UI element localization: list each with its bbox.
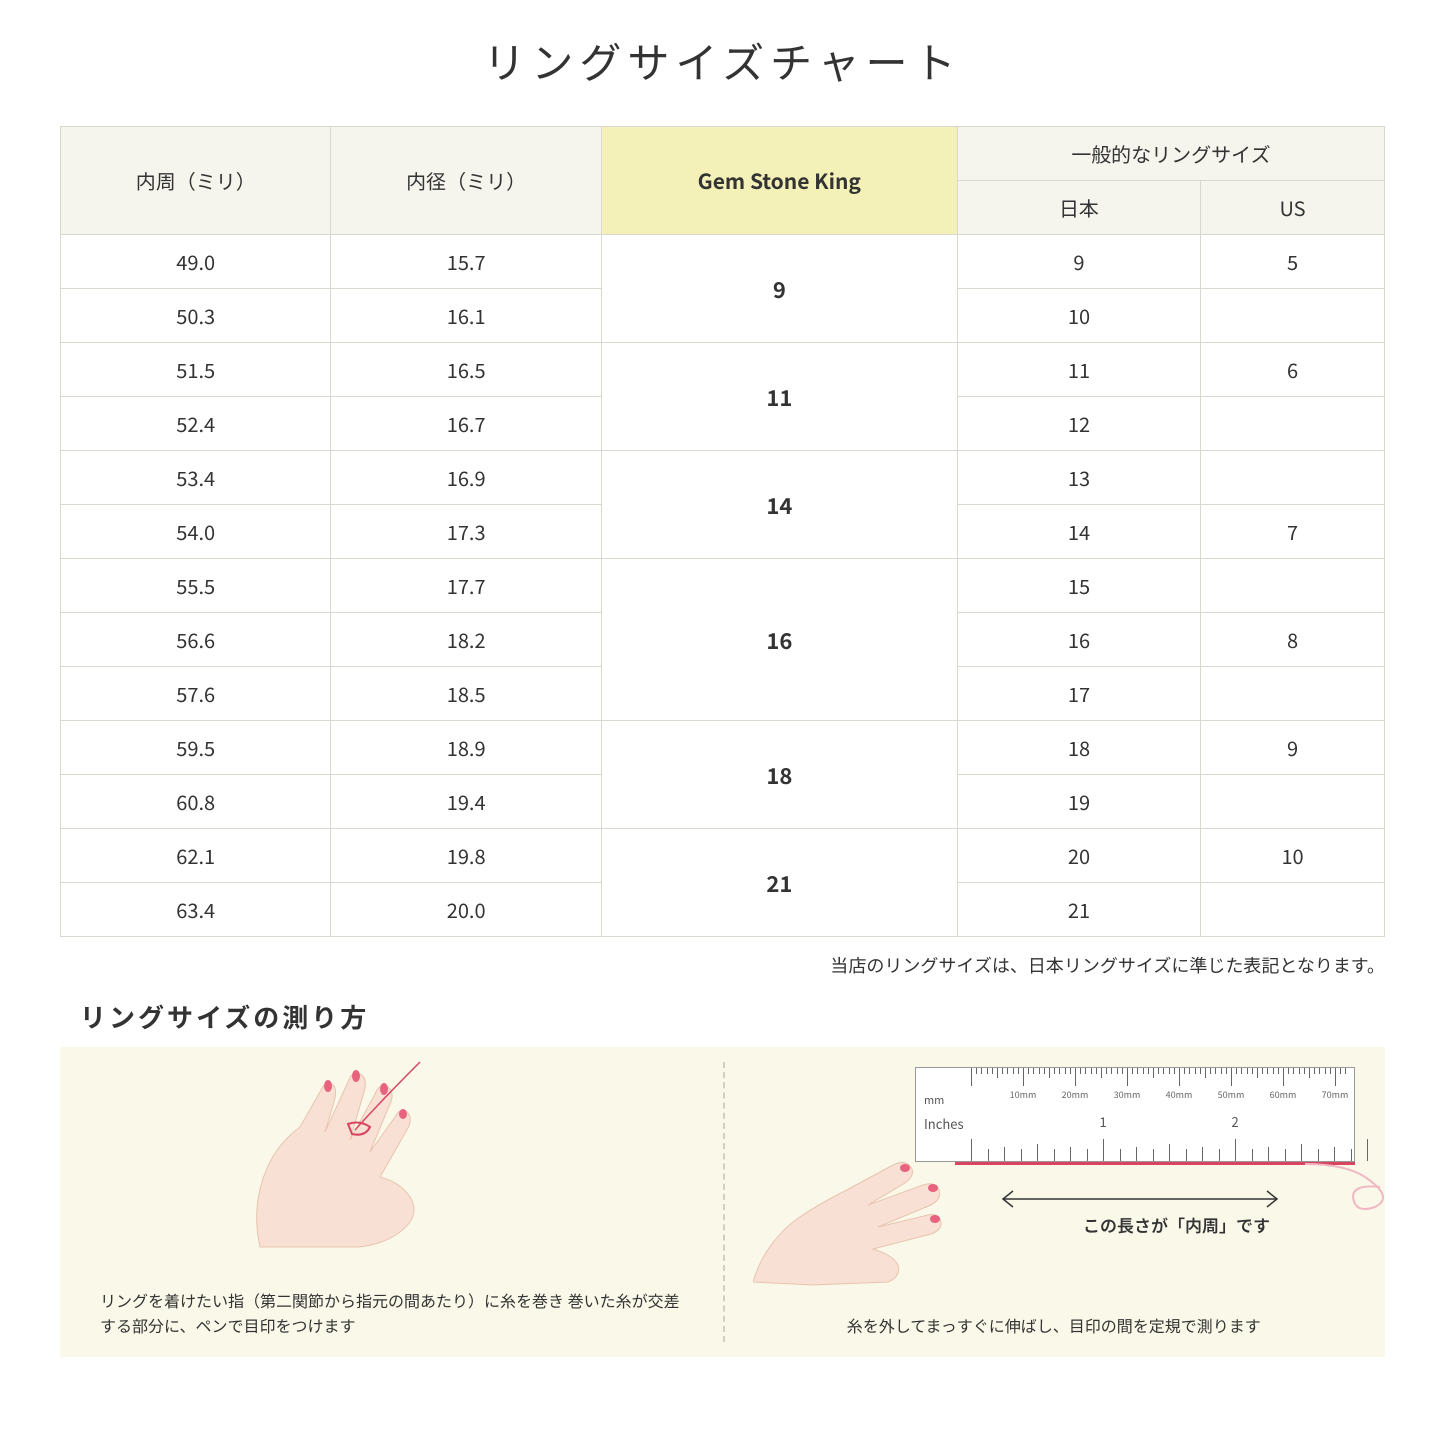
thread-curl: [1305, 1142, 1415, 1222]
col-circumference: 内周（ミリ）: [61, 127, 331, 235]
ruler-illustration: mm Inches 10mm20mm30mm40mm50mm60mm70mm12: [915, 1067, 1355, 1162]
cell-diameter: 17.3: [331, 505, 601, 559]
col-us: US: [1201, 181, 1385, 235]
cell-us: 5: [1201, 235, 1385, 289]
table-body: 49.015.799550.316.11051.516.51111652.416…: [61, 235, 1385, 937]
cell-diameter: 19.4: [331, 775, 601, 829]
cell-us: [1201, 451, 1385, 505]
cell-circumference: 53.4: [61, 451, 331, 505]
table-row: 51.516.511116: [61, 343, 1385, 397]
cell-japan: 16: [957, 613, 1200, 667]
table-row: 55.517.71615: [61, 559, 1385, 613]
cell-japan: 18: [957, 721, 1200, 775]
cell-us: 10: [1201, 829, 1385, 883]
cell-us: [1201, 667, 1385, 721]
ring-size-table: 内周（ミリ） 内径（ミリ） Gem Stone King 一般的なリングサイズ …: [60, 126, 1385, 937]
cell-gsk: 21: [601, 829, 957, 937]
cell-japan: 15: [957, 559, 1200, 613]
col-general: 一般的なリングサイズ: [957, 127, 1384, 181]
arrow-label: この長さが「内周」です: [1083, 1212, 1270, 1237]
instructions-panel: リングを着けたい指（第二関節から指元の間あたり）に糸を巻き 巻いた糸が交差する部…: [60, 1047, 1385, 1357]
cell-japan: 20: [957, 829, 1200, 883]
cell-circumference: 63.4: [61, 883, 331, 937]
hand-measure-illustration: [753, 1137, 973, 1287]
cell-us: [1201, 883, 1385, 937]
table-row: 62.119.8212010: [61, 829, 1385, 883]
cell-us: 8: [1201, 613, 1385, 667]
panel-left: リングを着けたい指（第二関節から指元の間あたり）に糸を巻き 巻いた糸が交差する部…: [60, 1047, 723, 1357]
cell-us: [1201, 775, 1385, 829]
cell-diameter: 18.5: [331, 667, 601, 721]
cell-japan: 13: [957, 451, 1200, 505]
cell-us: 9: [1201, 721, 1385, 775]
cell-gsk: 16: [601, 559, 957, 721]
cell-gsk: 14: [601, 451, 957, 559]
cell-gsk: 18: [601, 721, 957, 829]
cell-japan: 19: [957, 775, 1200, 829]
cell-circumference: 54.0: [61, 505, 331, 559]
cell-circumference: 55.5: [61, 559, 331, 613]
table-row: 49.015.7995: [61, 235, 1385, 289]
instruction-right-text: 糸を外してまっすぐに伸ばし、目印の間を定規で測ります: [763, 1313, 1346, 1339]
table-note: 当店のリングサイズは、日本リングサイズに準じた表記となります。: [60, 952, 1385, 978]
col-gsk: Gem Stone King: [601, 127, 957, 235]
cell-circumference: 59.5: [61, 721, 331, 775]
cell-japan: 14: [957, 505, 1200, 559]
cell-circumference: 60.8: [61, 775, 331, 829]
cell-diameter: 15.7: [331, 235, 601, 289]
cell-japan: 12: [957, 397, 1200, 451]
cell-diameter: 16.1: [331, 289, 601, 343]
cell-japan: 9: [957, 235, 1200, 289]
col-japan: 日本: [957, 181, 1200, 235]
cell-us: 6: [1201, 343, 1385, 397]
measure-arrow: [995, 1187, 1285, 1211]
cell-us: [1201, 289, 1385, 343]
ruler-in-label: Inches: [924, 1114, 964, 1133]
cell-us: [1201, 559, 1385, 613]
cell-us: [1201, 397, 1385, 451]
hand-wrap-illustration: [200, 1052, 480, 1252]
cell-japan: 17: [957, 667, 1200, 721]
page-title: リングサイズチャート: [60, 30, 1385, 91]
cell-circumference: 56.6: [61, 613, 331, 667]
cell-diameter: 16.5: [331, 343, 601, 397]
col-diameter: 内径（ミリ）: [331, 127, 601, 235]
cell-circumference: 50.3: [61, 289, 331, 343]
table-row: 53.416.91413: [61, 451, 1385, 505]
cell-japan: 10: [957, 289, 1200, 343]
cell-diameter: 19.8: [331, 829, 601, 883]
cell-gsk: 11: [601, 343, 957, 451]
table-row: 59.518.918189: [61, 721, 1385, 775]
measure-heading: リングサイズの測り方: [80, 998, 1385, 1035]
cell-circumference: 57.6: [61, 667, 331, 721]
panel-right: mm Inches 10mm20mm30mm40mm50mm60mm70mm12…: [723, 1047, 1386, 1357]
cell-circumference: 51.5: [61, 343, 331, 397]
cell-circumference: 49.0: [61, 235, 331, 289]
ruler-mm-label: mm: [924, 1092, 944, 1108]
thread-line: [955, 1162, 1355, 1165]
cell-japan: 21: [957, 883, 1200, 937]
cell-japan: 11: [957, 343, 1200, 397]
cell-diameter: 18.2: [331, 613, 601, 667]
cell-diameter: 18.9: [331, 721, 601, 775]
cell-gsk: 9: [601, 235, 957, 343]
cell-diameter: 16.9: [331, 451, 601, 505]
cell-circumference: 52.4: [61, 397, 331, 451]
cell-us: 7: [1201, 505, 1385, 559]
cell-circumference: 62.1: [61, 829, 331, 883]
cell-diameter: 20.0: [331, 883, 601, 937]
cell-diameter: 16.7: [331, 397, 601, 451]
cell-diameter: 17.7: [331, 559, 601, 613]
instruction-left-text: リングを着けたい指（第二関節から指元の間あたり）に糸を巻き 巻いた糸が交差する部…: [100, 1288, 683, 1339]
